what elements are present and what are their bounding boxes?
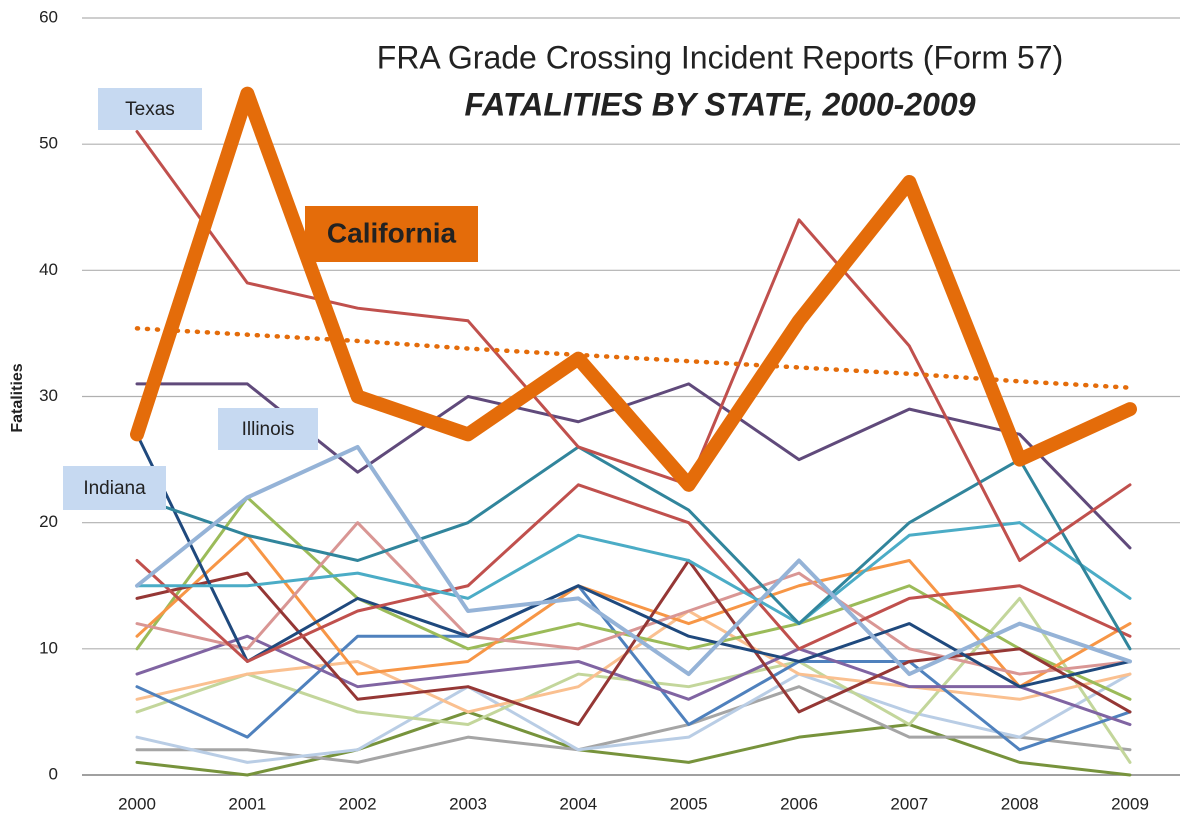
series-line <box>135 444 1132 677</box>
series-line <box>130 86 1137 492</box>
y-tick-label: 10 <box>39 638 58 657</box>
series-line <box>135 130 1132 563</box>
x-tick-label: 2008 <box>1001 794 1039 813</box>
series-label: Indiana <box>83 478 146 499</box>
y-tick-label: 0 <box>49 764 58 783</box>
x-tick-label: 2009 <box>1111 794 1149 813</box>
x-tick-label: 2003 <box>449 794 487 813</box>
background-line <box>135 710 1132 777</box>
x-tick-label: 2000 <box>118 794 156 813</box>
y-tick-label: 20 <box>39 512 58 531</box>
background-line <box>135 672 1132 764</box>
background-line <box>135 521 1132 626</box>
label-box <box>98 88 202 130</box>
x-tick-label: 2007 <box>890 794 928 813</box>
background-line <box>135 584 1132 752</box>
background-line <box>135 521 1132 676</box>
x-tick-label: 2001 <box>228 794 266 813</box>
background-line <box>135 432 1132 689</box>
series-line <box>135 445 1132 651</box>
label-box <box>218 408 318 450</box>
background-line <box>135 483 1132 663</box>
background-line <box>135 634 1132 727</box>
background-line <box>135 685 1132 764</box>
chart-subtitle: FATALITIES BY STATE, 2000-2009 <box>465 86 976 122</box>
series-label: Illinois <box>242 419 295 440</box>
x-tick-label: 2004 <box>559 794 597 813</box>
x-tick-label: 2002 <box>339 794 377 813</box>
x-tick-label: 2006 <box>780 794 818 813</box>
label-box <box>63 466 166 510</box>
y-axis-label: Fatalities <box>9 363 26 432</box>
y-tick-label: 30 <box>39 386 58 405</box>
y-tick-label: 40 <box>39 260 58 279</box>
trend-line <box>134 326 1133 390</box>
background-line <box>135 609 1132 714</box>
chart-title: FRA Grade Crossing Incident Reports (For… <box>377 39 1063 75</box>
x-tick-label: 2005 <box>670 794 708 813</box>
background-line <box>135 533 1132 689</box>
label-box <box>305 206 478 262</box>
y-tick-label: 50 <box>39 134 58 153</box>
series-label: California <box>327 217 457 248</box>
series-label: Texas <box>125 99 175 120</box>
y-tick-label: 60 <box>39 7 58 26</box>
